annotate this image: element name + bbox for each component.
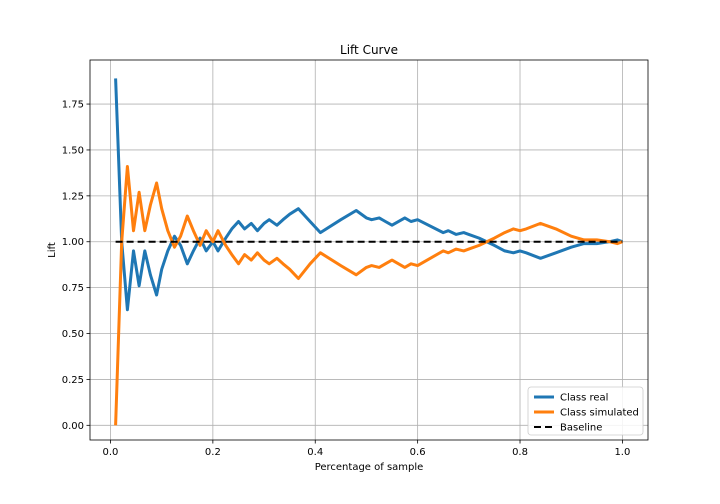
series-group bbox=[114, 78, 623, 426]
y-tick-label: 1.00 bbox=[62, 237, 84, 248]
series-line-class-real bbox=[114, 78, 623, 312]
chart-title: Lift Curve bbox=[340, 43, 398, 57]
x-tick-label: 0.2 bbox=[205, 447, 221, 458]
legend-label-baseline: Baseline bbox=[560, 423, 602, 434]
y-axis-title: Lift bbox=[47, 242, 58, 258]
y-tick-label: 0.50 bbox=[62, 329, 84, 340]
y-tick-label: 1.50 bbox=[62, 145, 84, 156]
y-tick-label: 0.75 bbox=[62, 283, 84, 294]
y-tick-label: 1.75 bbox=[62, 100, 84, 111]
x-axis-title: Percentage of sample bbox=[315, 462, 424, 473]
legend-label-class-real: Class real bbox=[560, 393, 608, 404]
x-tick-label: 0.8 bbox=[512, 447, 528, 458]
legend-label-class-simulated: Class simulated bbox=[560, 408, 639, 419]
legend-box bbox=[527, 386, 644, 436]
x-tick-label: 0.4 bbox=[307, 447, 323, 458]
axis-ticks: 0.0 0.2 0.4 0.6 0.8 1.0 0.00 0.25 0.50 0.75 1.00 1.… bbox=[62, 100, 631, 458]
y-tick-label: 0.25 bbox=[62, 375, 84, 386]
x-tick-label: 1.0 bbox=[614, 447, 630, 458]
series-line-class-simulated bbox=[114, 165, 623, 426]
y-tick-label: 1.25 bbox=[62, 191, 84, 202]
legend: Class real Class simulated Baseline bbox=[527, 386, 644, 436]
x-tick-label: 0.0 bbox=[103, 447, 119, 458]
plot-frame bbox=[89, 59, 649, 441]
y-tick-label: 0.00 bbox=[62, 421, 84, 432]
x-tick-label: 0.6 bbox=[410, 447, 426, 458]
